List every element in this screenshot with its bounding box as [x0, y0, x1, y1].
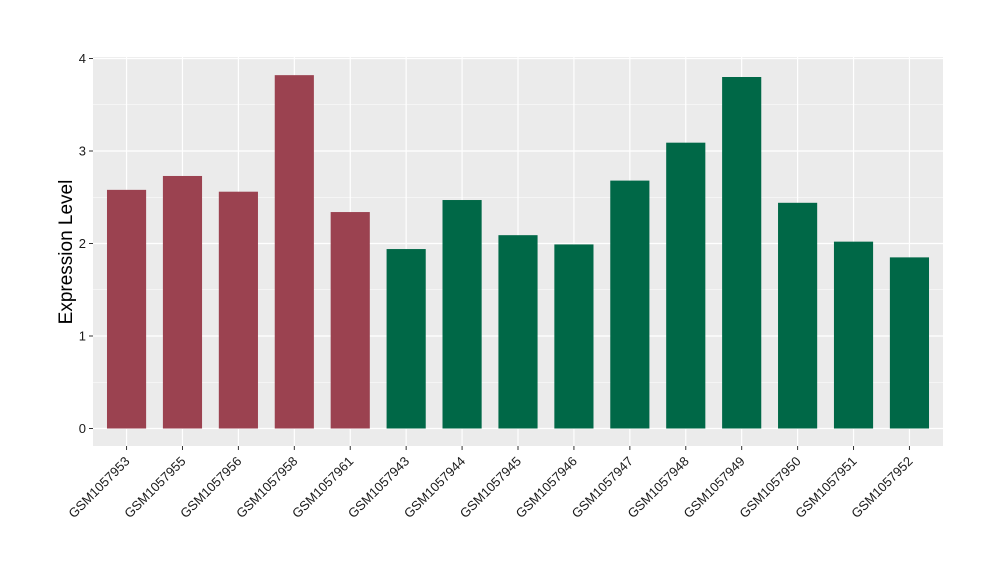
bar-GSM1057961 [330, 212, 370, 429]
bar-GSM1057951 [833, 241, 874, 429]
bar-GSM1057945 [498, 235, 538, 429]
plot-area: 01234GSM1057953GSM1057955GSM1057956GSM10… [65, 51, 943, 521]
y-tick-label: 2 [79, 236, 86, 251]
y-tick-label: 3 [79, 144, 86, 159]
bar-GSM1057947 [610, 180, 650, 429]
bar-GSM1057948 [666, 142, 706, 429]
bar-GSM1057956 [218, 191, 258, 429]
y-tick-label: 0 [79, 421, 86, 436]
y-tick-label: 1 [79, 329, 86, 344]
bar-GSM1057943 [386, 249, 426, 429]
bar-GSM1057955 [162, 175, 203, 429]
bar-GSM1057944 [442, 200, 482, 429]
bar-GSM1057958 [274, 75, 314, 429]
y-axis-title: Expression Level [56, 180, 77, 325]
bar-GSM1057949 [722, 77, 762, 429]
bar-GSM1057952 [889, 257, 930, 429]
bar-GSM1057953 [106, 189, 147, 429]
y-tick-label: 4 [79, 51, 86, 66]
bar-GSM1057946 [554, 244, 594, 429]
bar-GSM1057950 [778, 202, 818, 429]
